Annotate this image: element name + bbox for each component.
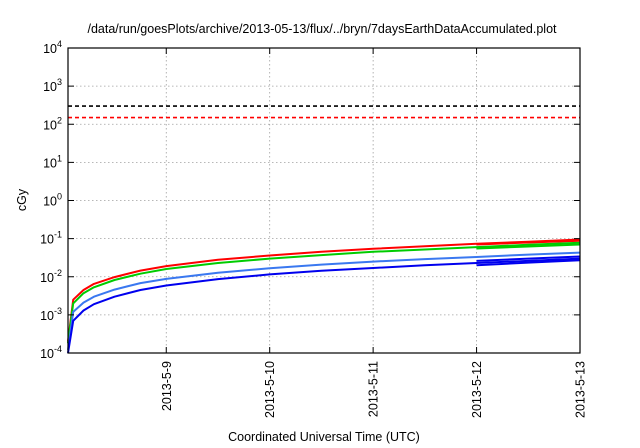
series-line bbox=[67, 251, 581, 351]
y-tick-label: 104 bbox=[43, 39, 62, 56]
y-tick-label: 10-2 bbox=[40, 268, 62, 285]
x-tick-label: 2013-5-9 bbox=[160, 361, 174, 411]
grid-layer bbox=[68, 48, 580, 353]
series-layer bbox=[67, 238, 581, 354]
chart-title: /data/run/goesPlots/archive/2013-05-13/f… bbox=[87, 22, 557, 36]
axis-layer: 10-4 10-3 10-2 10-1 100 101 102 103 104 2013-5-9 2… bbox=[40, 39, 587, 418]
y-axis-label: cGy bbox=[15, 188, 29, 211]
series-line bbox=[476, 239, 581, 246]
y-tick-label: 10-3 bbox=[40, 306, 62, 323]
y-tick-label: 103 bbox=[43, 77, 62, 94]
series-line bbox=[67, 238, 581, 342]
x-tick-label: 2013-5-13 bbox=[574, 361, 588, 418]
y-tick-label: 10-4 bbox=[40, 344, 62, 361]
y-tick-label: 102 bbox=[43, 115, 62, 132]
y-tick-label: 10-1 bbox=[40, 230, 62, 247]
x-tick-label: 2013-5-12 bbox=[470, 361, 484, 418]
series-line bbox=[476, 259, 581, 267]
series-line bbox=[476, 243, 581, 250]
series-line bbox=[476, 255, 581, 262]
series-line bbox=[67, 241, 581, 344]
x-tick-label: 2013-5-10 bbox=[263, 361, 277, 418]
y-tick-label: 101 bbox=[43, 153, 62, 170]
reference-lines bbox=[68, 105, 580, 119]
series-line bbox=[67, 257, 581, 354]
x-axis-label: Coordinated Universal Time (UTC) bbox=[228, 430, 420, 444]
x-tick-label: 2013-5-11 bbox=[367, 361, 381, 417]
y-tick-label: 100 bbox=[43, 192, 62, 209]
